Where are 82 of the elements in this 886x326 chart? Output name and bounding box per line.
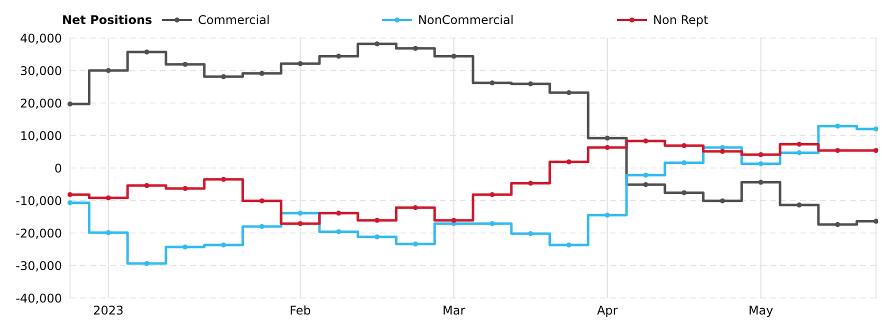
point (490, 221, 495, 226)
point (68, 200, 72, 206)
point (68, 101, 72, 106)
point (336, 229, 342, 234)
point (874, 148, 878, 153)
point (374, 234, 380, 240)
point (566, 90, 572, 96)
y-tick-label: 40,000 (20, 31, 62, 46)
y-tick-label: -20,000 (16, 226, 62, 240)
legend-label: Non Rept (653, 13, 708, 27)
point (336, 54, 342, 59)
y-tick-label: 0 (54, 161, 62, 176)
point (835, 124, 840, 129)
point (259, 70, 264, 76)
x-tick-label: Mar (442, 304, 466, 318)
point (490, 192, 495, 198)
point (682, 160, 687, 166)
point (451, 54, 456, 59)
point (835, 222, 840, 228)
point (643, 172, 648, 178)
point (259, 198, 264, 204)
point (144, 183, 150, 188)
point (221, 74, 226, 80)
point (374, 218, 380, 223)
point (758, 152, 764, 158)
point (758, 180, 764, 185)
point (682, 143, 687, 148)
point (106, 68, 111, 73)
point (604, 145, 610, 150)
point (451, 218, 456, 223)
point (874, 218, 878, 224)
point (720, 198, 725, 204)
point (106, 195, 111, 200)
point (221, 242, 226, 248)
point (144, 261, 150, 266)
point (528, 231, 534, 236)
y-tick-label: 10,000 (20, 128, 62, 143)
point (490, 80, 495, 86)
point (566, 242, 572, 248)
point (412, 46, 418, 51)
point (182, 186, 188, 191)
point (604, 136, 610, 141)
legend-title: Net Positions (62, 13, 154, 27)
x-tick-label: 2023 (93, 304, 124, 318)
point (182, 62, 188, 67)
point (298, 221, 303, 226)
point (796, 202, 802, 208)
point (796, 150, 802, 156)
point (221, 176, 226, 182)
point (298, 210, 303, 216)
point (298, 61, 303, 66)
point (835, 148, 840, 153)
point (68, 192, 72, 198)
point (528, 180, 534, 186)
legend-label: Commercial (198, 13, 270, 27)
point (374, 41, 380, 46)
y-tick-label: -10,000 (16, 194, 62, 208)
x-tick-label: May (748, 304, 774, 318)
point (566, 159, 572, 164)
point (412, 242, 418, 247)
point (796, 142, 802, 147)
point (259, 224, 264, 229)
point (144, 49, 150, 54)
point (336, 210, 342, 216)
point (182, 244, 188, 250)
point (412, 205, 418, 210)
y-tick-label: 20,000 (20, 96, 62, 110)
point (643, 138, 648, 144)
point (643, 182, 648, 188)
point (874, 126, 878, 132)
point (604, 212, 610, 218)
point (106, 230, 111, 236)
y-tick-label: -30,000 (16, 258, 62, 273)
y-tick-label: -40,000 (16, 291, 62, 306)
legend-label: NonCommercial (418, 13, 514, 27)
x-tick-label: Apr (596, 304, 618, 318)
point (528, 81, 534, 86)
point (682, 190, 687, 196)
point (758, 161, 764, 166)
x-tick-label: Feb (290, 304, 311, 318)
y-tick-label: 30,000 (20, 64, 62, 78)
point (720, 148, 725, 154)
